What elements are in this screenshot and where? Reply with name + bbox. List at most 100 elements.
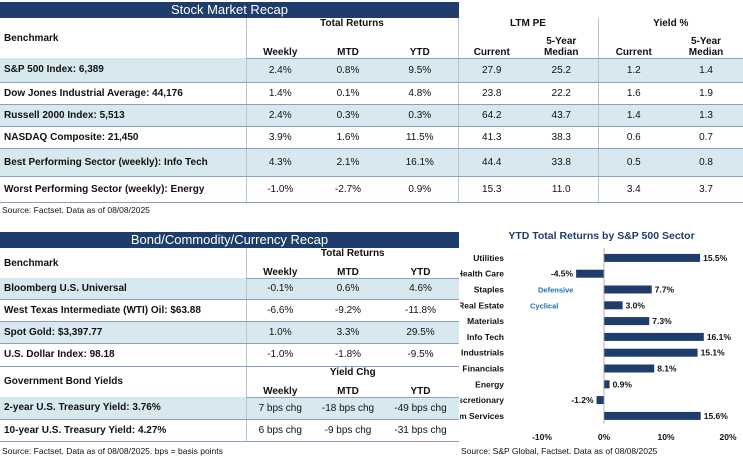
table-row: NASDAQ Composite: 21,450 3.9% 1.6% 11.5%…: [0, 126, 743, 149]
ytd-value: 11.5%: [382, 126, 459, 149]
yield-median-value: 1.4: [669, 58, 743, 83]
category-label: Utilities: [473, 253, 504, 263]
ytd-value: 16.1%: [382, 148, 459, 177]
gov-mtd-header: MTD: [314, 380, 382, 398]
weekly-value: -1.0%: [245, 176, 314, 203]
bond-total-returns-header: Total Returns: [245, 248, 460, 260]
yield-current-value: 3.4: [597, 176, 670, 203]
stock-source-note: Source: Factset. Data as of 08/08/2025: [2, 205, 150, 215]
row-label: Dow Jones Industrial Average: 44,176: [0, 82, 246, 105]
x-tick-label: -10%: [532, 432, 552, 442]
row-label: U.S. Dollar Index: 98.18: [0, 343, 246, 367]
x-tick-label: 20%: [719, 432, 736, 442]
stock-yield-header: Yield %: [597, 18, 743, 33]
stock-pe-median-header: 5-Year Median: [525, 33, 599, 59]
category-label: Health Care: [460, 269, 504, 279]
bond-mtd-header: MTD: [314, 260, 382, 279]
gov-weekly-header: Weekly: [245, 380, 314, 398]
stock-recap-table: Benchmark Total Returns LTM PE Yield % W…: [0, 18, 743, 203]
ytd-value: -31 bps chg: [382, 419, 460, 442]
ytd-value: 4.8%: [382, 82, 459, 105]
mtd-value: -9 bps chg: [314, 419, 382, 442]
mtd-value: 0.3%: [314, 104, 382, 127]
weekly-value: 7 bps chg: [245, 397, 314, 420]
row-label: S&P 500 Index: 6,389: [0, 58, 246, 83]
group-label-cyclical: Cyclical: [530, 301, 558, 310]
mtd-value: 0.1%: [314, 82, 382, 105]
bond-recap-table: Benchmark Total Returns Weekly MTD YTD B…: [0, 248, 460, 442]
yield-current-value: 1.6: [597, 82, 670, 105]
pe-current-value: 64.2: [457, 104, 526, 127]
stock-total-returns-header: Total Returns: [245, 18, 459, 33]
pe-current-value: 15.3: [457, 176, 526, 203]
bond-recap-title: Bond/Commodity/Currency Recap: [0, 232, 459, 248]
category-label: Discretionary: [460, 395, 504, 405]
table-row: Dow Jones Industrial Average: 44,176 1.4…: [0, 82, 743, 105]
table-row: Bloomberg U.S. Universal -0.1% 0.6% 4.6%: [0, 278, 460, 300]
x-tick-label: 10%: [657, 432, 674, 442]
table-row: S&P 500 Index: 6,389 2.4% 0.8% 9.5% 27.9…: [0, 58, 743, 83]
yield-median-value: 0.8: [669, 148, 743, 177]
yield-median-value: 1.9: [669, 82, 743, 105]
pe-median-value: 25.2: [525, 58, 599, 83]
yield-median-value: 0.7: [669, 126, 743, 149]
stock-recap-title: Stock Market Recap: [0, 2, 459, 18]
yield-median-value: 3.7: [669, 176, 743, 203]
table-row: Worst Performing Sector (weekly): Energy…: [0, 176, 743, 203]
bar-industrials: [604, 348, 698, 357]
stock-yield-median-header: 5-Year Median: [669, 33, 743, 59]
stock-yield-current-header: Current: [597, 33, 670, 59]
table-row: 2-year U.S. Treasury Yield: 3.76% 7 bps …: [0, 397, 460, 420]
table-row: 10-year U.S. Treasury Yield: 4.27% 6 bps…: [0, 419, 460, 442]
mtd-value: 0.6%: [314, 278, 382, 300]
mtd-value: -18 bps chg: [314, 397, 382, 420]
data-label: 7.3%: [652, 316, 672, 326]
x-tick-label: 0%: [598, 432, 611, 442]
stock-mtd-header: MTD: [314, 33, 382, 59]
pe-median-value: 11.0: [525, 176, 599, 203]
yield-current-value: 0.5: [597, 148, 670, 177]
chart-source-note: Source: S&P Global, Factset. Data as of …: [461, 446, 658, 456]
ytd-value: 29.5%: [382, 321, 460, 344]
bar-financials: [604, 364, 655, 373]
sector-returns-chart: Utilities 15.5% Health Care -4.5% Staples 7.7…: [460, 248, 737, 442]
bar-staples: [604, 285, 652, 294]
row-label: Best Performing Sector (weekly): Info Te…: [0, 148, 246, 177]
stock-ltm-pe-header: LTM PE: [457, 18, 599, 33]
ytd-value: -9.5%: [382, 343, 460, 367]
sector-chart-title: YTD Total Returns by S&P 500 Sector: [508, 230, 695, 242]
pe-median-value: 38.3: [525, 126, 599, 149]
weekly-value: -0.1%: [245, 278, 314, 300]
stock-weekly-header: Weekly: [245, 33, 314, 59]
weekly-value: -6.6%: [245, 299, 314, 322]
mtd-value: 2.1%: [314, 148, 382, 177]
bar-health-care: [576, 269, 604, 278]
weekly-value: 6 bps chg: [245, 419, 314, 442]
weekly-value: 2.4%: [245, 58, 314, 83]
data-label: 7.7%: [655, 285, 675, 295]
group-label-defensive: Defensive: [538, 286, 573, 295]
weekly-value: 4.3%: [245, 148, 314, 177]
bond-benchmark-header: Benchmark: [4, 257, 59, 269]
data-label: 16.1%: [707, 332, 732, 342]
mtd-value: -1.8%: [314, 343, 382, 367]
yield-current-value: 0.6: [597, 126, 670, 149]
pe-current-value: 27.9: [457, 58, 526, 83]
bar-info-tech: [604, 332, 704, 341]
row-label: NASDAQ Composite: 21,450: [0, 126, 246, 149]
table-row: Spot Gold: $3,397.77 1.0% 3.3% 29.5%: [0, 321, 460, 344]
data-label: 0.9%: [613, 379, 633, 389]
bar-utilities: [604, 253, 701, 262]
gov-bond-title: Government Bond Yields: [4, 376, 123, 388]
pe-current-value: 41.3: [457, 126, 526, 149]
ytd-value: 9.5%: [382, 58, 459, 83]
yield-current-value: 1.2: [597, 58, 670, 83]
mtd-value: 1.6%: [314, 126, 382, 149]
mtd-value: 0.8%: [314, 58, 382, 83]
bond-ytd-header: YTD: [382, 260, 460, 279]
row-label: Spot Gold: $3,397.77: [0, 321, 246, 344]
table-row: Russell 2000 Index: 5,513 2.4% 0.3% 0.3%…: [0, 104, 743, 127]
stock-pe-current-header: Current: [457, 33, 526, 59]
bar-energy: [604, 380, 610, 389]
stock-benchmark-header: Benchmark: [4, 32, 59, 44]
